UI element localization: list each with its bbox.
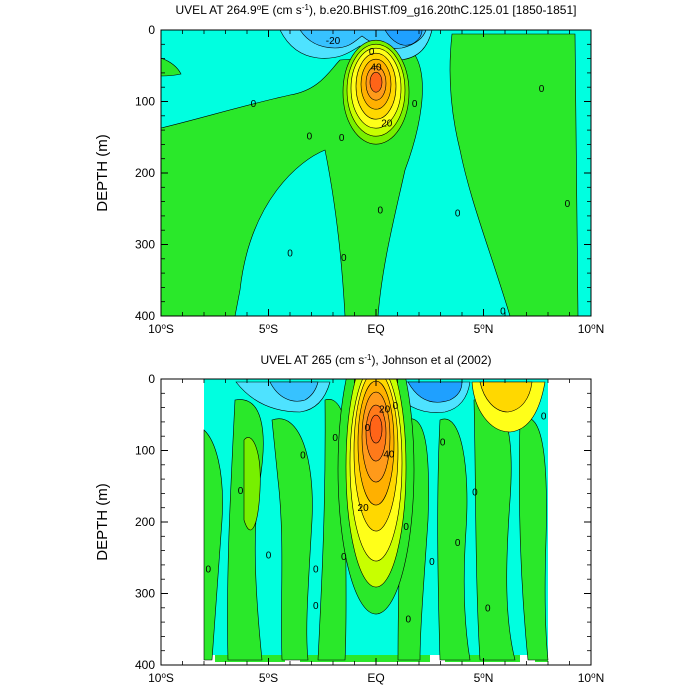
x-tick-label: EQ: [367, 322, 384, 336]
x-tick-label: 10oN: [578, 322, 604, 337]
y-tick-label: 200: [135, 515, 155, 529]
contour-label: 0: [541, 412, 547, 423]
contour-label: 0: [206, 565, 212, 576]
field-band-positive-east: [449, 33, 579, 316]
contour-label: 0: [565, 199, 571, 210]
panel-top-contour-labels: -20 0 40 20 0 0 0 0 0 0 0 0 0 0 0: [251, 36, 571, 317]
y-tick-label: 400: [135, 309, 155, 323]
contour-label: 0: [412, 99, 418, 110]
y-tick-label: 400: [135, 658, 155, 672]
x-tick-label: 5oN: [474, 671, 494, 686]
contour-label: 0: [332, 433, 338, 444]
contour-label: 0: [339, 133, 345, 144]
x-tick-label: 10oN: [578, 671, 604, 686]
panel-bottom-ylabel: DEPTH (m): [94, 483, 111, 561]
contour-label: 0: [369, 47, 375, 58]
contour-label: 0: [365, 423, 371, 434]
contour-label: 0: [300, 450, 306, 461]
panel-top-contour-field: [161, 30, 591, 316]
x-tick-label: 5oS: [259, 322, 278, 337]
contour-label: 40: [370, 63, 382, 74]
contour-label: 0: [539, 84, 545, 95]
contour-label: 0: [472, 487, 478, 498]
contour-label: 40: [383, 450, 395, 461]
field-east-lobe-inner: [479, 381, 533, 413]
contour-label: 0: [429, 557, 435, 568]
panel-bottom-contour-field: [203, 379, 549, 662]
panel-top-title: UVEL AT 264.9oE (cm s-1), b.e20.BHIST.f0…: [176, 3, 577, 18]
x-tick-label: 5oS: [259, 671, 278, 686]
panel-top: UVEL AT 264.9oE (cm s-1), b.e20.BHIST.f0…: [94, 3, 604, 337]
field-negative-lobe-4: [407, 381, 463, 403]
x-tick-label: 10oS: [148, 671, 174, 686]
field-band-positive-1: [203, 429, 223, 661]
x-tick-label: 10oS: [148, 322, 174, 337]
y-tick-label: 100: [135, 95, 155, 109]
panel-bottom-title: UVEL AT 265 (cm s-1), Johnson et al (200…: [260, 353, 491, 368]
field-core-level-7: [369, 71, 383, 93]
y-tick-label: 300: [135, 238, 155, 252]
contour-label: 0: [266, 550, 272, 561]
field-core-level-8: [369, 414, 383, 444]
contour-label: 0: [485, 603, 491, 614]
contour-label: 0: [313, 601, 319, 612]
contour-label: 20: [379, 405, 391, 416]
contour-label: 0: [341, 552, 347, 563]
field-patch-positive-small: [161, 57, 182, 77]
y-tick-label: 0: [148, 23, 155, 37]
contour-label: 0: [405, 615, 411, 626]
contour-label: 0: [455, 209, 461, 220]
contour-label: 0: [440, 437, 446, 448]
contour-label: 0: [251, 99, 257, 110]
contour-label: 0: [341, 253, 347, 264]
field-band-positive-3: [271, 418, 313, 661]
contour-label: 0: [313, 565, 319, 576]
contour-label: 0: [378, 206, 384, 217]
contour-label: -20: [326, 36, 341, 47]
contour-label: 0: [455, 538, 461, 549]
contour-label: 0: [307, 131, 313, 142]
field-negative-lobe-3: [269, 381, 319, 402]
panel-bottom: UVEL AT 265 (cm s-1), Johnson et al (200…: [94, 353, 604, 686]
y-tick-label: 200: [135, 166, 155, 180]
field-band-secondary: [243, 437, 261, 531]
x-tick-label: 5oN: [474, 322, 494, 337]
x-tick-label: EQ: [367, 671, 384, 685]
field-negative-lobe-3: [384, 30, 423, 46]
contour-label: 0: [393, 401, 399, 412]
contour-label: 0: [238, 486, 244, 497]
field-band-positive-6: [437, 418, 471, 661]
contour-label: 0: [287, 249, 293, 260]
y-tick-label: 100: [135, 444, 155, 458]
contour-label: 0: [500, 306, 506, 317]
field-band-positive-8: [518, 417, 549, 661]
y-tick-label: 300: [135, 587, 155, 601]
y-tick-label: 0: [148, 372, 155, 386]
contour-label: 20: [381, 118, 393, 129]
contour-label: 20: [358, 503, 370, 514]
panel-top-ylabel: DEPTH (m): [94, 134, 111, 212]
contour-label: 0: [403, 522, 409, 533]
